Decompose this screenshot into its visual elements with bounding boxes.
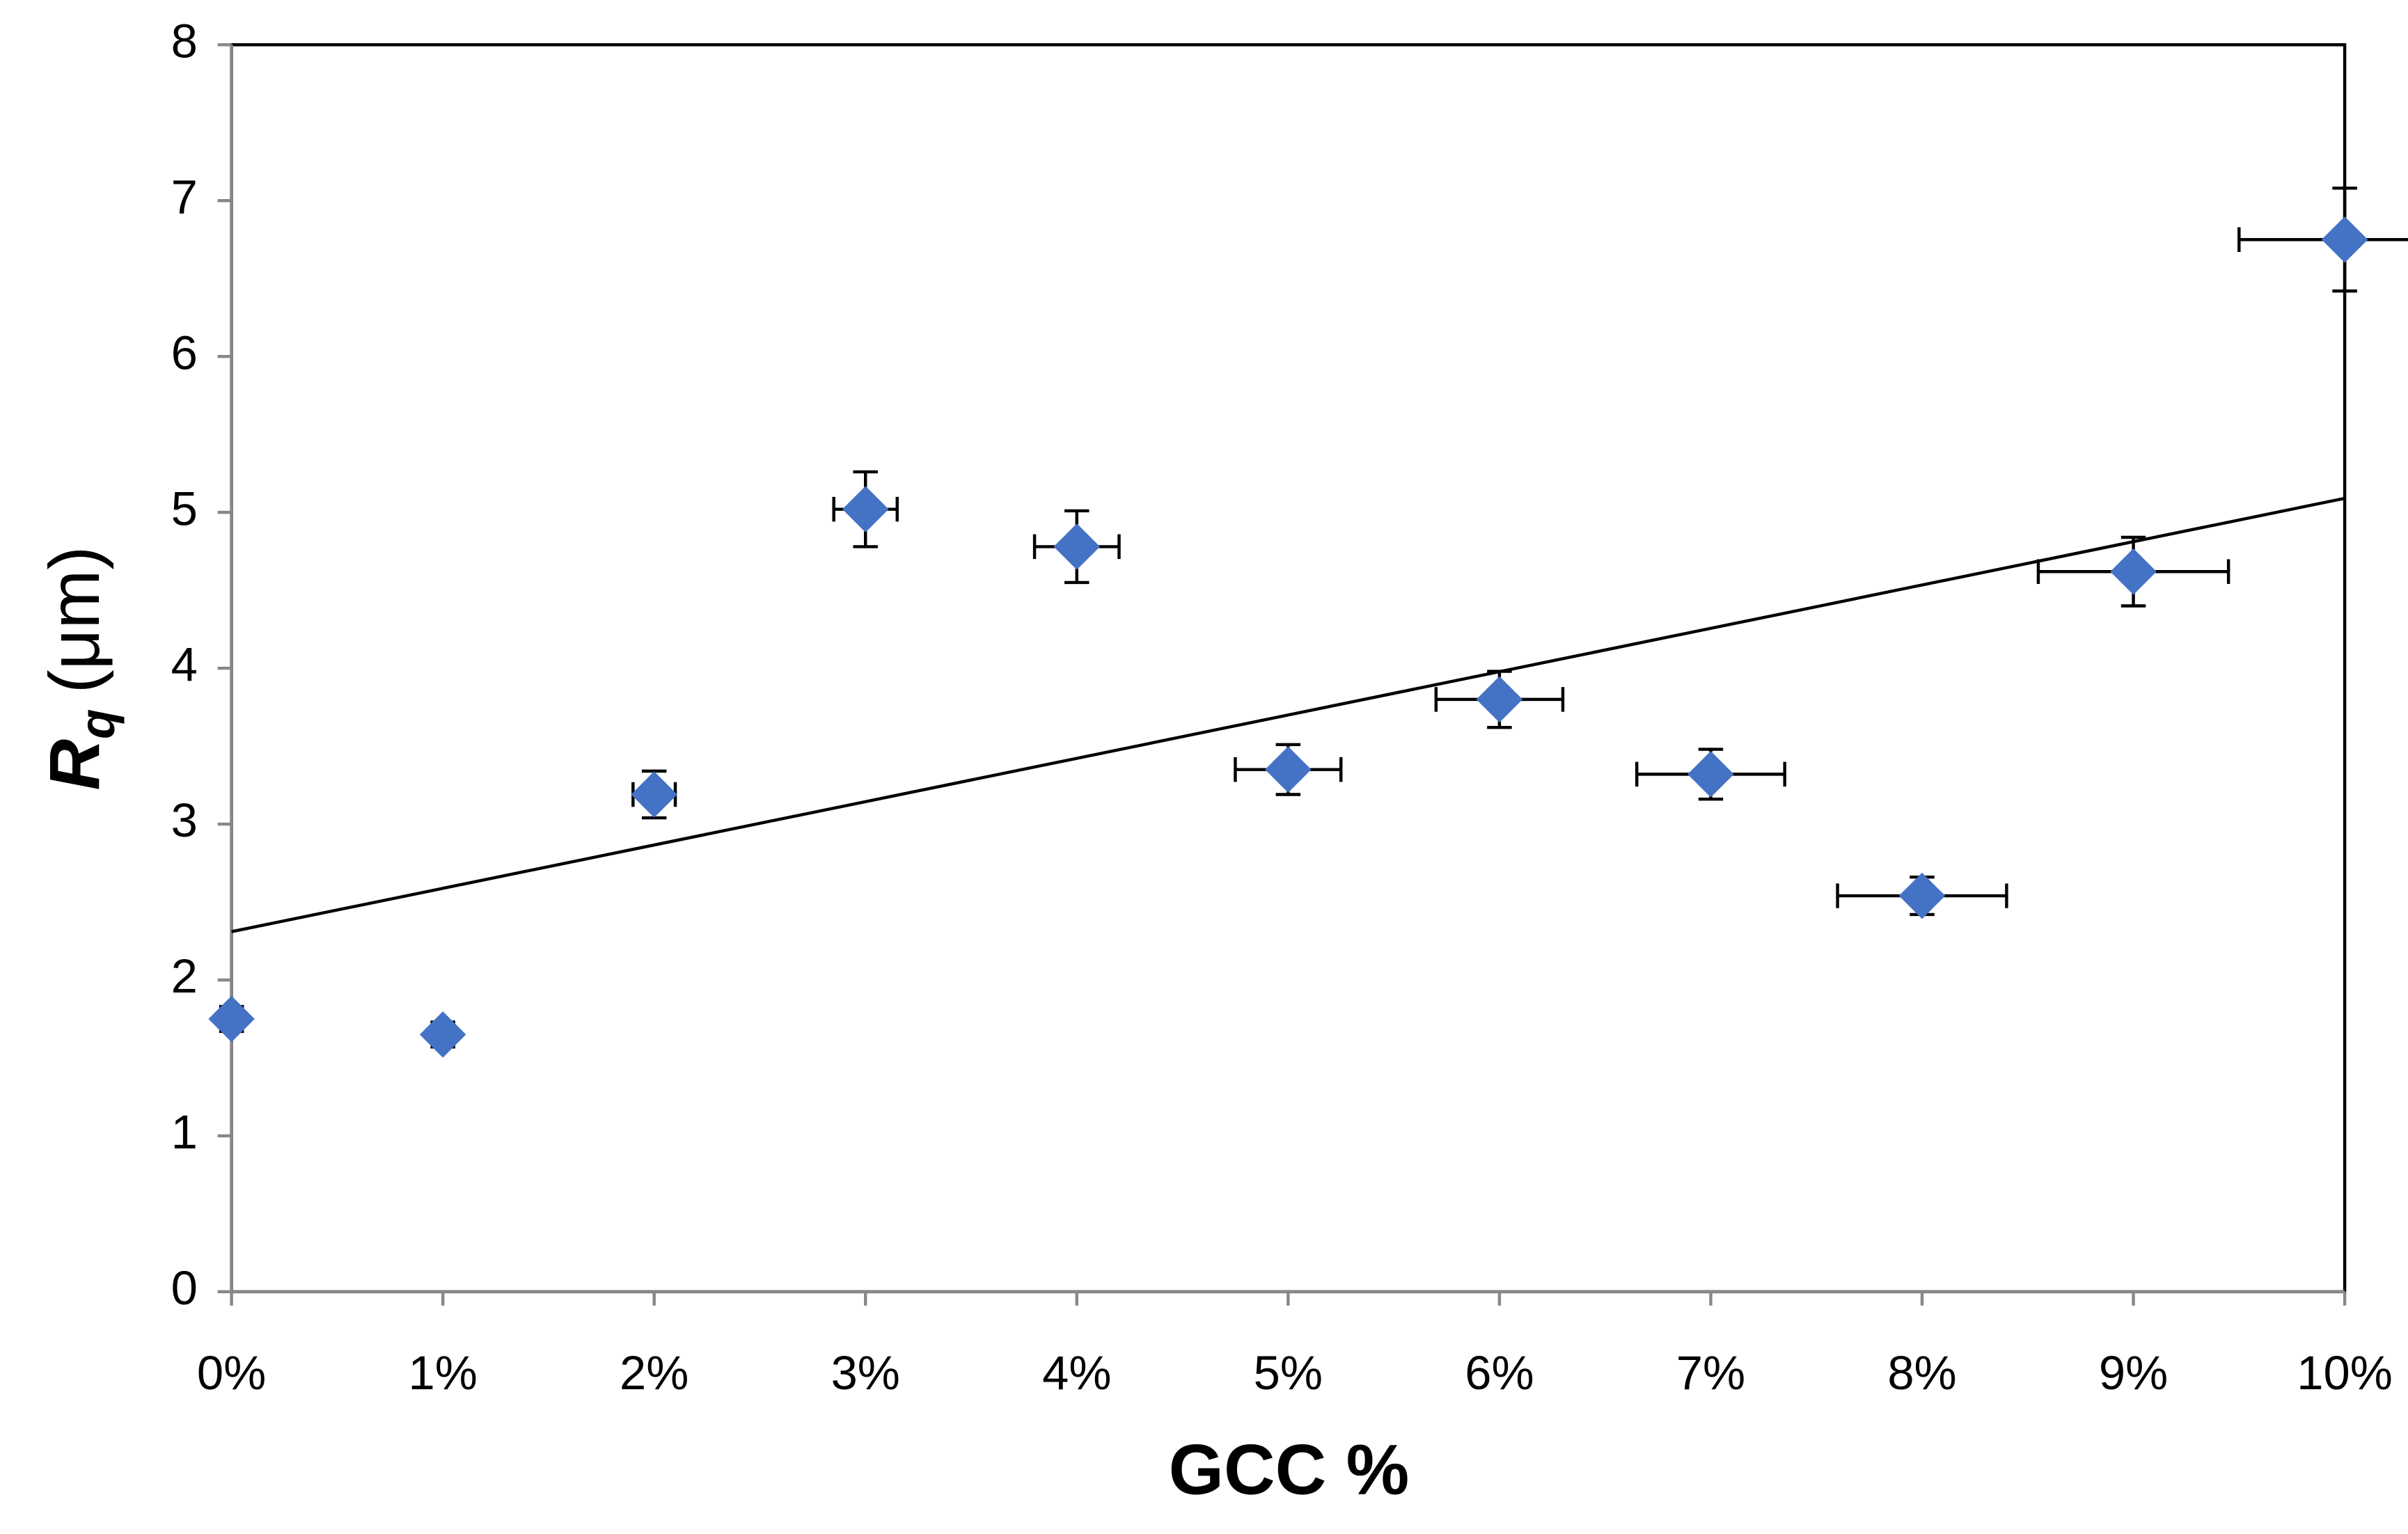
y-tick-label: 6 (171, 326, 198, 379)
y-tick-label: 4 (171, 638, 198, 691)
point (1053, 523, 1101, 570)
x-tick-label: 3% (831, 1346, 900, 1400)
x-tick-label: 4% (1042, 1346, 1111, 1400)
x-tick-label: 5% (1254, 1346, 1323, 1400)
point (1265, 746, 1312, 793)
plot-frame (230, 43, 2347, 1294)
point (2110, 548, 2157, 595)
y-tick-label: 8 (171, 14, 198, 68)
y-tick-label: 1 (171, 1105, 198, 1159)
x-tick-label: 8% (1887, 1346, 1956, 1400)
point (2321, 216, 2368, 263)
point (419, 1011, 466, 1058)
point (631, 771, 677, 818)
y-title-unit: (μm) (35, 546, 114, 694)
y-title-sub: q (70, 709, 125, 738)
x-tick-label: 9% (2099, 1346, 2168, 1400)
point (842, 486, 889, 532)
x-tick-label: 6% (1465, 1346, 1534, 1400)
point (1476, 676, 1523, 723)
x-axis-title: GCC % (1169, 1430, 1410, 1509)
y-tick-label: 3 (171, 793, 198, 847)
x-tick-label: 2% (620, 1346, 688, 1400)
trendline (231, 496, 2345, 933)
x-tick-label: 0% (197, 1346, 266, 1400)
x-tick-label: 1% (408, 1346, 477, 1400)
y-tick-label: 7 (171, 170, 198, 223)
point (1687, 751, 1734, 798)
point (208, 995, 255, 1043)
y-tick-label: 2 (171, 949, 198, 1003)
y-tick-label: 0 (171, 1261, 198, 1315)
y-title-main: R (35, 739, 114, 791)
point (1898, 872, 1946, 919)
x-tick-label: 7% (1676, 1346, 1745, 1400)
y-tick-label: 5 (171, 482, 198, 535)
x-tick-label: 10% (2297, 1346, 2393, 1400)
y-axis-title: Rq (μm) (35, 546, 125, 791)
